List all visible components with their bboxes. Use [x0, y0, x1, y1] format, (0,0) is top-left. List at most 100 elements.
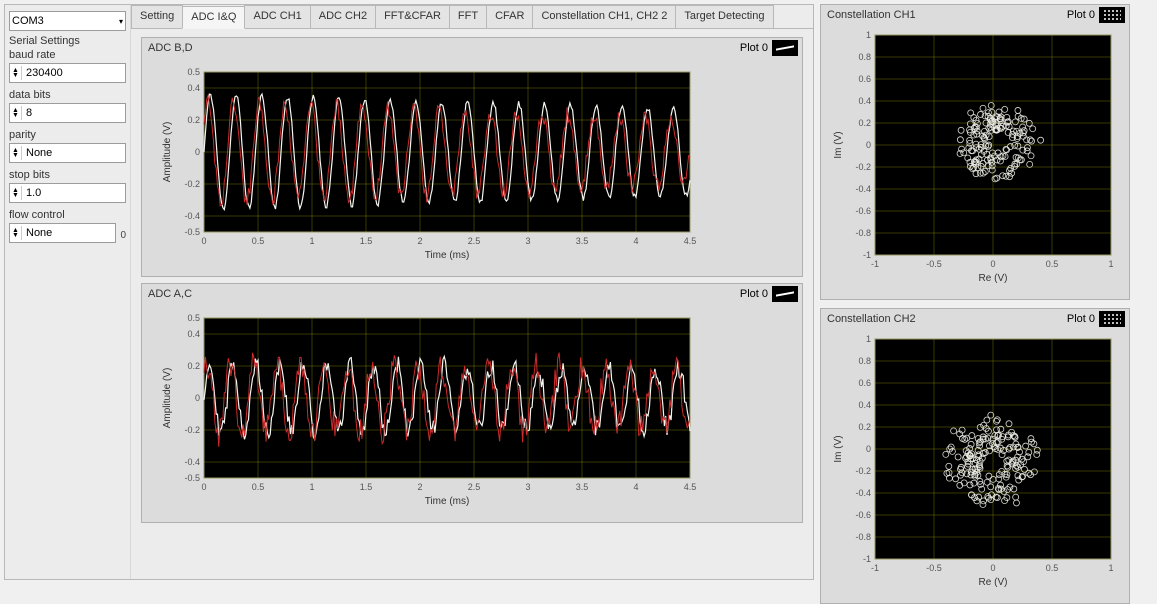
stop-bits-value: 1.0: [22, 187, 45, 199]
chart-bd-title: ADC B,D: [148, 42, 796, 54]
waveform-icon: [772, 40, 798, 56]
tab-adc-ch1[interactable]: ADC CH1: [244, 5, 310, 28]
spinner-icon: ▲▼: [10, 146, 22, 160]
tab-adc-i-q[interactable]: ADC I&Q: [182, 6, 245, 29]
svg-text:-1: -1: [863, 250, 871, 260]
com-port-select[interactable]: COM3 ▾: [9, 11, 126, 31]
svg-text:1.5: 1.5: [360, 236, 373, 246]
svg-text:Im (V): Im (V): [833, 131, 844, 158]
plot-legend-ac[interactable]: Plot 0: [740, 286, 798, 302]
parity-value: None: [22, 147, 56, 159]
svg-text:-1: -1: [871, 563, 879, 573]
svg-text:0.5: 0.5: [187, 67, 200, 77]
svg-text:0.6: 0.6: [858, 378, 871, 388]
waveform-icon: [772, 286, 798, 302]
svg-text:-0.5: -0.5: [184, 473, 200, 483]
svg-text:-0.8: -0.8: [855, 228, 871, 238]
tab-target-detecting[interactable]: Target Detecting: [675, 5, 773, 28]
svg-text:0: 0: [201, 482, 206, 492]
svg-text:-0.6: -0.6: [855, 510, 871, 520]
svg-text:-0.4: -0.4: [855, 184, 871, 194]
flow-suffix: 0: [120, 230, 126, 241]
plot-label: Plot 0: [740, 288, 768, 300]
svg-text:1: 1: [1108, 259, 1113, 269]
svg-text:2: 2: [417, 482, 422, 492]
tab-constellation-ch1-ch2-2[interactable]: Constellation CH1, CH2 2: [532, 5, 676, 28]
svg-text:Time (ms): Time (ms): [425, 496, 470, 507]
flow-control-input[interactable]: ▲▼ None: [9, 223, 116, 243]
svg-text:-1: -1: [863, 554, 871, 564]
svg-text:-0.4: -0.4: [184, 457, 200, 467]
chart-ac-panel: ADC A,C Plot 0 00.511.522.533.544.5-0.5-…: [141, 283, 803, 523]
tab-setting[interactable]: Setting: [131, 5, 183, 28]
stop-bits-label: stop bits: [9, 169, 126, 181]
tab-strip: SettingADC I&QADC CH1ADC CH2FFT&CFARFFTC…: [131, 5, 813, 29]
svg-text:0: 0: [990, 259, 995, 269]
tab-fft-cfar[interactable]: FFT&CFAR: [375, 5, 450, 28]
serial-settings-label: Serial Settings: [9, 35, 126, 47]
tab-cfar[interactable]: CFAR: [486, 5, 533, 28]
svg-text:Re (V): Re (V): [979, 273, 1008, 284]
plot-legend-bd[interactable]: Plot 0: [740, 40, 798, 56]
svg-text:4: 4: [633, 482, 638, 492]
svg-text:-1: -1: [871, 259, 879, 269]
svg-text:2.5: 2.5: [468, 482, 481, 492]
svg-text:-0.2: -0.2: [855, 162, 871, 172]
svg-text:4.5: 4.5: [684, 236, 697, 246]
spinner-icon: ▲▼: [10, 226, 22, 240]
svg-text:0: 0: [866, 444, 871, 454]
svg-text:4.5: 4.5: [684, 482, 697, 492]
baud-rate-label: baud rate: [9, 49, 126, 61]
plot-legend-c1[interactable]: Plot 0: [1067, 7, 1125, 23]
svg-text:4: 4: [633, 236, 638, 246]
tab-area: SettingADC I&QADC CH1ADC CH2FFT&CFARFFTC…: [131, 5, 813, 579]
chart-ac-plot[interactable]: 00.511.522.533.544.5-0.5-0.4-0.200.20.40…: [148, 300, 708, 520]
tab-adc-ch2[interactable]: ADC CH2: [310, 5, 376, 28]
svg-text:0.4: 0.4: [858, 96, 871, 106]
chevron-down-icon: ▾: [119, 17, 123, 26]
svg-text:Amplitude (V): Amplitude (V): [162, 122, 173, 183]
svg-text:1: 1: [866, 334, 871, 344]
plot-legend-c2[interactable]: Plot 0: [1067, 311, 1125, 327]
svg-text:0.5: 0.5: [187, 313, 200, 323]
svg-text:1: 1: [1108, 563, 1113, 573]
plot-label: Plot 0: [1067, 313, 1095, 325]
svg-text:0: 0: [195, 147, 200, 157]
svg-text:0.4: 0.4: [858, 400, 871, 410]
data-bits-value: 8: [22, 107, 36, 119]
tab-body: ADC B,D Plot 0 00.511.522.533.544.5-0.5-…: [131, 29, 813, 579]
svg-text:Re (V): Re (V): [979, 577, 1008, 588]
svg-text:-0.5: -0.5: [926, 563, 942, 573]
chart-bd-panel: ADC B,D Plot 0 00.511.522.533.544.5-0.5-…: [141, 37, 803, 277]
svg-text:Amplitude (V): Amplitude (V): [162, 368, 173, 429]
baud-rate-input[interactable]: ▲▼ 230400: [9, 63, 126, 83]
constellation-ch1-panel: Constellation CH1 Plot 0 -1-0.500.51-1-0…: [820, 4, 1130, 300]
svg-text:0.8: 0.8: [858, 52, 871, 62]
plot-label: Plot 0: [1067, 9, 1095, 21]
svg-text:-0.2: -0.2: [855, 466, 871, 476]
svg-text:Time (ms): Time (ms): [425, 250, 470, 261]
tab-fft[interactable]: FFT: [449, 5, 487, 28]
svg-text:0.4: 0.4: [187, 329, 200, 339]
svg-text:0.5: 0.5: [1046, 563, 1059, 573]
svg-text:-0.4: -0.4: [184, 211, 200, 221]
flow-control-label: flow control: [9, 209, 126, 221]
svg-text:1.5: 1.5: [360, 482, 373, 492]
stop-bits-input[interactable]: ▲▼ 1.0: [9, 183, 126, 203]
settings-panel: COM3 ▾ Serial Settings baud rate ▲▼ 2304…: [5, 5, 131, 579]
svg-text:0: 0: [195, 393, 200, 403]
svg-text:0.6: 0.6: [858, 74, 871, 84]
data-bits-label: data bits: [9, 89, 126, 101]
parity-input[interactable]: ▲▼ None: [9, 143, 126, 163]
const1-plot[interactable]: -1-0.500.51-1-0.8-0.6-0.4-0.200.20.40.60…: [827, 21, 1127, 297]
const2-plot[interactable]: -1-0.500.51-1-0.8-0.6-0.4-0.200.20.40.60…: [827, 325, 1127, 601]
svg-text:1: 1: [309, 482, 314, 492]
svg-text:1: 1: [866, 30, 871, 40]
constellation-ch2-panel: Constellation CH2 Plot 0 -1-0.500.51-1-0…: [820, 308, 1130, 604]
svg-text:0.4: 0.4: [187, 83, 200, 93]
spinner-icon: ▲▼: [10, 186, 22, 200]
chart-bd-plot[interactable]: 00.511.522.533.544.5-0.5-0.4-0.200.20.40…: [148, 54, 708, 274]
data-bits-input[interactable]: ▲▼ 8: [9, 103, 126, 123]
svg-text:-0.2: -0.2: [184, 179, 200, 189]
parity-label: parity: [9, 129, 126, 141]
